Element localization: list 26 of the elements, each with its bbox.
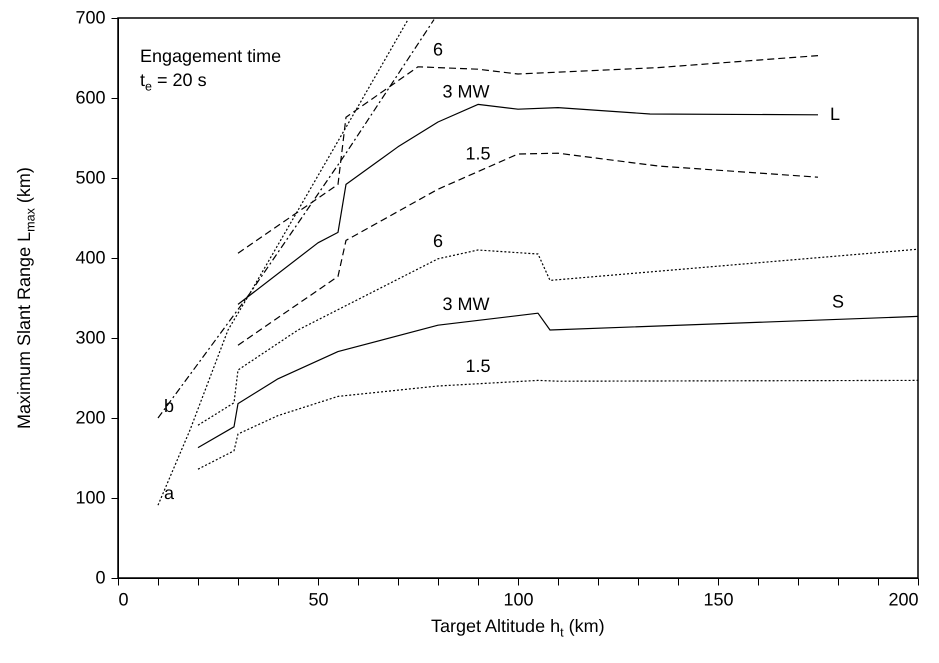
x-tick-label: 0 <box>118 590 129 610</box>
y-tick-label: 400 <box>75 248 106 268</box>
annotation: 6 <box>432 230 444 251</box>
annotation: 3 MW <box>442 294 490 314</box>
annotation: Engagement time <box>140 46 282 67</box>
x-tick-label: 100 <box>503 590 534 610</box>
annotation: b <box>164 396 174 416</box>
x-tick-label: 200 <box>888 590 918 610</box>
x-tick-label: 150 <box>703 590 734 610</box>
y-tick-label: 600 <box>75 88 106 108</box>
y-tick-label: 300 <box>75 328 106 348</box>
x-axis-title: Target Altitude h$_{t}$ (km) <box>431 616 605 640</box>
x-tick-label: 50 <box>308 590 329 610</box>
annotation: a <box>164 483 175 504</box>
y-tick-label: 100 <box>75 488 106 508</box>
annotation: 1.5 <box>465 356 491 376</box>
annotation: L <box>830 104 840 124</box>
annotation: t$_{e}$ = 20 s <box>140 70 207 94</box>
annotation: S <box>832 291 844 312</box>
annotation: 1.5 <box>465 144 491 164</box>
y-tick-label: 0 <box>95 568 106 588</box>
y-tick-label: 700 <box>75 8 106 28</box>
annotation: 6 <box>432 40 444 60</box>
annotation: 3 MW <box>442 82 490 102</box>
y-tick-label: 200 <box>75 408 106 428</box>
y-tick-label: 500 <box>75 168 106 188</box>
